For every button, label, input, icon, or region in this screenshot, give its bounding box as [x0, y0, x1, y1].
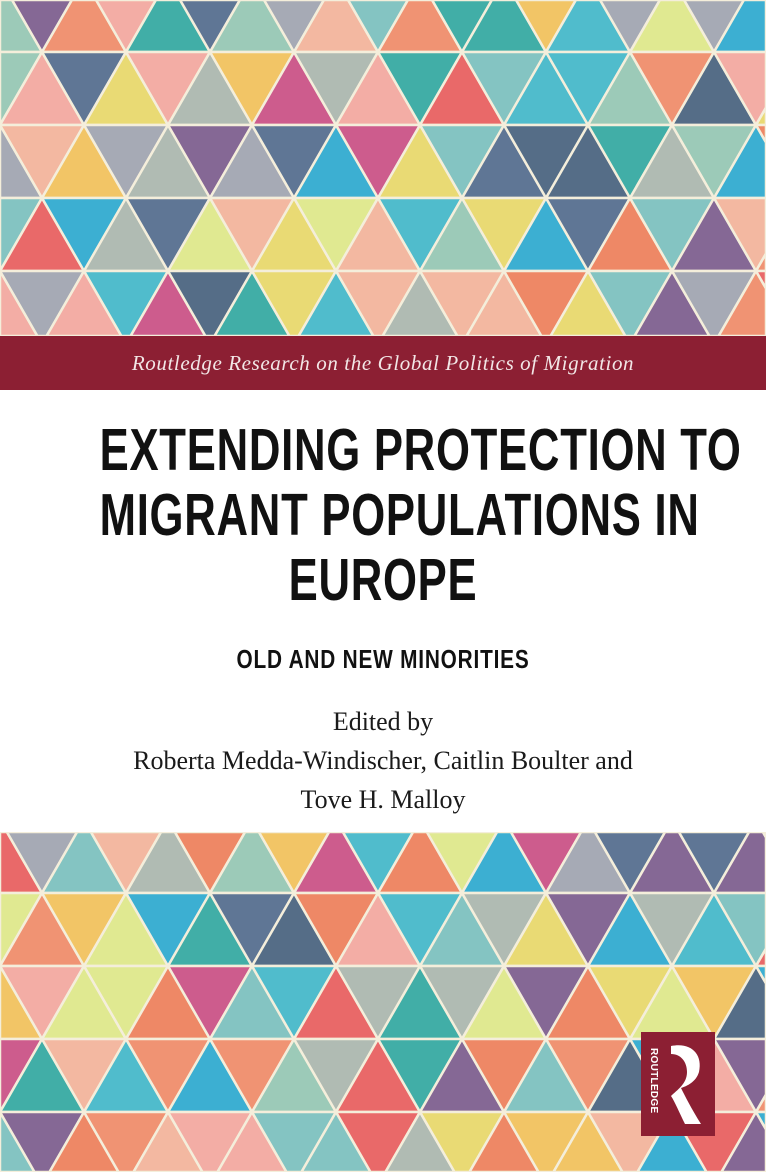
pattern-triangle [501, 1110, 591, 1172]
book-title: EXTENDING PROTECTION TO MIGRANT POPULATI… [0, 418, 766, 613]
series-band: Routledge Research on the Global Politic… [0, 336, 766, 390]
pattern-triangle [417, 1110, 507, 1172]
pattern-triangle [753, 1110, 766, 1132]
pattern-triangle [165, 269, 255, 336]
pattern-triangle [711, 1037, 766, 1115]
pattern-triangle [0, 269, 87, 336]
triangle-pattern-top [0, 0, 766, 336]
routledge-r-icon: ROUTLEDGE [648, 1045, 701, 1124]
pattern-triangle [0, 1110, 87, 1172]
pattern-triangle [417, 269, 507, 336]
pattern-triangle [249, 269, 339, 336]
pattern-triangle [717, 268, 766, 336]
logo-wordmark: ROUTLEDGE [648, 1048, 659, 1114]
pattern-triangle [711, 891, 766, 969]
pattern-triangle [501, 269, 591, 336]
book-subtitle: OLD AND NEW MINORITIES [236, 644, 530, 674]
pattern-triangle [753, 964, 766, 986]
pattern-triangle [249, 1110, 339, 1172]
series-title: Routledge Research on the Global Politic… [131, 350, 635, 375]
pattern-triangle [81, 1110, 171, 1172]
editors-line: Tove H. Malloy [300, 785, 466, 814]
pattern-triangle [585, 269, 675, 336]
routledge-logo: ROUTLEDGE [641, 1032, 715, 1136]
title-line: MIGRANT POPULATIONS IN [99, 482, 700, 548]
triangle-pattern-bottom [0, 832, 766, 1172]
pattern-triangle [81, 269, 171, 336]
edited-by-label: Edited by [332, 707, 434, 736]
pattern-triangle [753, 123, 766, 145]
pattern-triangle [720, 1109, 766, 1172]
title-line: EXTENDING PROTECTION TO [99, 417, 742, 483]
pattern-triangle [753, 269, 766, 291]
pattern-triangle [669, 269, 759, 336]
pattern-triangle [165, 1110, 255, 1172]
pattern-triangle [711, 196, 766, 274]
pattern-triangle [711, 50, 766, 128]
pattern-triangle [333, 269, 423, 336]
pattern-triangle [761, 832, 766, 840]
editors-line: Roberta Medda-Windischer, Caitlin Boulte… [133, 746, 633, 775]
title-line: EUROPE [288, 547, 478, 613]
editors-block: Edited by Roberta Medda-Windischer, Cait… [0, 702, 766, 819]
pattern-triangle [333, 1110, 423, 1172]
